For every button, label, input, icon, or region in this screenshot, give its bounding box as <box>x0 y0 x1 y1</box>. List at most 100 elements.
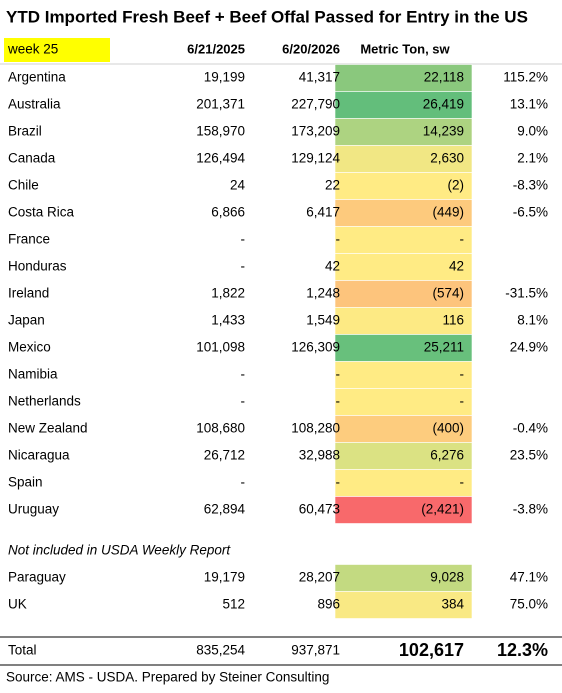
cell: -31.5% <box>505 286 548 301</box>
cell: - <box>241 232 246 247</box>
change-cell-fill <box>334 442 473 470</box>
column-header: 6/21/2025 <box>187 41 245 56</box>
cell: 19,199 <box>204 70 245 85</box>
cell: 6,866 <box>211 205 245 220</box>
cell: 9.0% <box>517 124 548 139</box>
cell: 26,419 <box>423 97 464 112</box>
cell: - <box>460 475 465 490</box>
country: Australia <box>8 97 61 112</box>
cell: 158,970 <box>196 124 245 139</box>
change-cell-fill <box>334 415 473 443</box>
country: Japan <box>8 313 45 328</box>
country: Spain <box>8 475 43 490</box>
cell: 22,118 <box>424 70 464 85</box>
cell: 173,209 <box>291 124 340 139</box>
change-cell-fill <box>334 496 473 524</box>
title: YTD Imported Fresh Beef + Beef Offal Pas… <box>6 7 528 26</box>
cell: 6,276 <box>430 448 464 463</box>
cell: 41,317 <box>299 70 340 85</box>
cell: (574) <box>432 286 464 301</box>
cell: 101,098 <box>196 340 245 355</box>
cell: 47.1% <box>510 570 548 585</box>
change-cell-fill <box>334 280 473 308</box>
cell: 227,790 <box>291 97 340 112</box>
cell: 8.1% <box>517 313 548 328</box>
cell: 13.1% <box>510 97 548 112</box>
cell: -6.5% <box>513 205 548 220</box>
cell: - <box>241 475 246 490</box>
cell: - <box>241 259 246 274</box>
cell: 108,680 <box>196 421 245 436</box>
cell: 25,211 <box>424 340 464 355</box>
cell: -8.3% <box>513 178 548 193</box>
change-cell-fill <box>334 226 473 254</box>
change-cell-fill <box>334 361 473 389</box>
cell: 24.9% <box>510 340 548 355</box>
total-cell: 937,871 <box>291 643 340 658</box>
country: Nicaragua <box>8 448 70 463</box>
source: Source: AMS - USDA. Prepared by Steiner … <box>6 670 329 685</box>
cell: 28,207 <box>299 570 340 585</box>
cell: 1,248 <box>306 286 340 301</box>
week-label: week 25 <box>7 42 58 57</box>
cell: - <box>460 232 465 247</box>
country: Paraguay <box>8 570 66 585</box>
cell: - <box>460 367 465 382</box>
change-cell-fill <box>334 91 473 119</box>
country: Mexico <box>8 340 51 355</box>
cell: 26,712 <box>204 448 245 463</box>
cell: 2.1% <box>517 151 548 166</box>
week-highlight <box>4 38 110 62</box>
change-cell-fill <box>334 253 473 281</box>
cell: - <box>336 232 341 247</box>
cell: -3.8% <box>513 502 548 517</box>
cell: 512 <box>222 597 245 612</box>
cell: 1,822 <box>211 286 245 301</box>
total-cell: 835,254 <box>196 643 245 658</box>
country: Honduras <box>8 259 67 274</box>
cell: (449) <box>432 205 464 220</box>
change-cell-fill <box>334 118 473 146</box>
country: France <box>8 232 50 247</box>
cell: 126,494 <box>196 151 245 166</box>
country: Uruguay <box>8 502 59 517</box>
cell: - <box>336 367 341 382</box>
cell: 22 <box>325 178 340 193</box>
cell: 62,894 <box>204 502 246 517</box>
change-cell-fill <box>334 145 473 173</box>
column-header: 6/20/2026 <box>282 41 340 56</box>
cell: 1,549 <box>306 313 340 328</box>
cell: (2) <box>448 178 465 193</box>
cell: 60,473 <box>299 502 340 517</box>
total-cell: 102,617 <box>399 640 464 660</box>
change-cell-fill <box>334 564 473 592</box>
country: Namibia <box>8 367 58 382</box>
cell: 115.2% <box>503 70 548 85</box>
cell: - <box>336 394 341 409</box>
country: Ireland <box>8 286 49 301</box>
cell: - <box>460 394 465 409</box>
cell: 2,630 <box>430 151 464 166</box>
change-cell-fill <box>334 172 473 200</box>
cell: 24 <box>230 178 246 193</box>
cell: 126,309 <box>291 340 340 355</box>
cell: -0.4% <box>513 421 548 436</box>
cell: 42 <box>449 259 464 274</box>
cell: - <box>241 394 246 409</box>
change-cell-fill <box>334 591 473 619</box>
cell: 19,179 <box>204 570 245 585</box>
cell: 129,124 <box>291 151 340 166</box>
cell: 23.5% <box>510 448 548 463</box>
note: Not included in USDA Weekly Report <box>8 543 231 558</box>
cell: (2,421) <box>421 502 464 517</box>
cell: (400) <box>432 421 464 436</box>
total-cell: 12.3% <box>497 640 548 660</box>
change-cell-fill <box>334 469 473 497</box>
country: Brazil <box>8 124 42 139</box>
cell: 116 <box>442 313 464 328</box>
cell: 9,028 <box>430 570 464 585</box>
cell: 384 <box>441 597 464 612</box>
cell: 42 <box>325 259 340 274</box>
country: Costa Rica <box>8 205 75 220</box>
